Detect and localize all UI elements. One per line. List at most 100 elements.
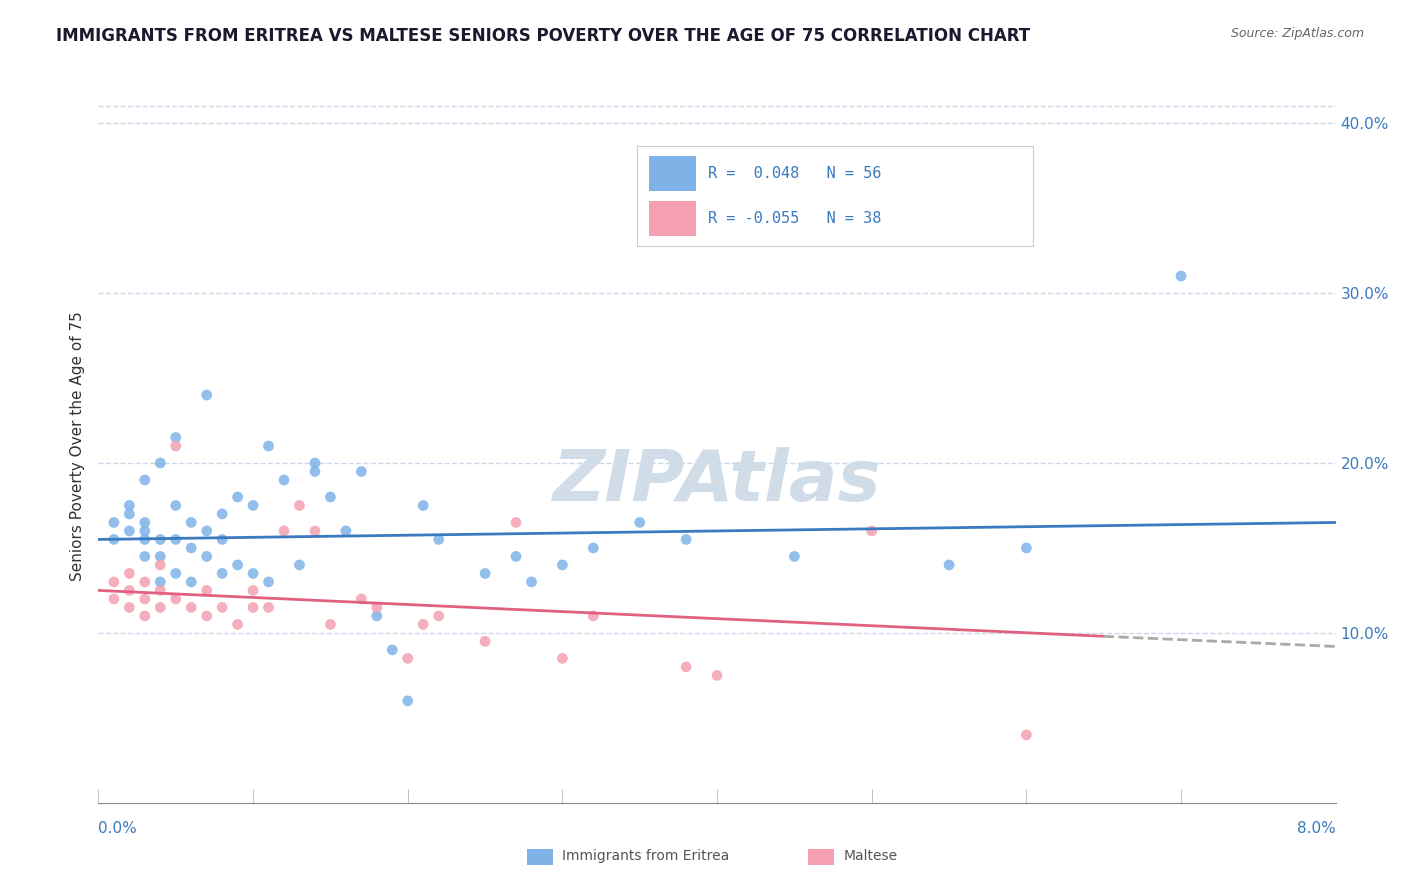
Point: [134, 549, 156, 564]
Bar: [648, 156, 696, 191]
Point: [118, 499, 141, 513]
Text: IMMIGRANTS FROM ERITREA VS MALTESE SENIORS POVERTY OVER THE AGE OF 75 CORRELATIO: IMMIGRANTS FROM ERITREA VS MALTESE SENIO…: [56, 27, 1031, 45]
Point: [103, 516, 125, 530]
Point: [257, 439, 280, 453]
Point: [211, 533, 233, 547]
Point: [257, 574, 280, 589]
Point: [304, 465, 326, 479]
Point: [675, 660, 697, 674]
Point: [505, 549, 527, 564]
Text: 0.0%: 0.0%: [98, 821, 138, 836]
Point: [180, 600, 202, 615]
Point: [288, 499, 311, 513]
Point: [366, 608, 388, 623]
Point: [118, 583, 141, 598]
Point: [860, 524, 883, 538]
Point: [783, 549, 806, 564]
Point: [195, 583, 218, 598]
Text: Source: ZipAtlas.com: Source: ZipAtlas.com: [1230, 27, 1364, 40]
Point: [165, 499, 187, 513]
Bar: [648, 202, 696, 236]
Point: [304, 524, 326, 538]
Point: [319, 617, 342, 632]
Point: [118, 600, 141, 615]
Point: [304, 456, 326, 470]
Point: [149, 549, 172, 564]
Text: Maltese: Maltese: [844, 849, 897, 863]
Point: [412, 617, 434, 632]
Point: [582, 608, 605, 623]
Point: [134, 574, 156, 589]
Point: [118, 524, 141, 538]
Point: [1170, 269, 1192, 284]
Point: [118, 507, 141, 521]
Point: [1015, 728, 1038, 742]
Point: [520, 574, 543, 589]
Point: [226, 558, 249, 572]
Point: [134, 591, 156, 606]
Point: [582, 541, 605, 555]
Point: [427, 533, 450, 547]
Point: [396, 651, 419, 665]
Point: [938, 558, 960, 572]
Point: [103, 591, 125, 606]
Point: [335, 524, 357, 538]
Point: [165, 566, 187, 581]
Point: [180, 574, 202, 589]
Point: [381, 643, 404, 657]
Point: [273, 473, 295, 487]
Text: ZIPAtlas: ZIPAtlas: [553, 447, 882, 516]
Point: [149, 533, 172, 547]
Point: [165, 591, 187, 606]
Point: [474, 634, 496, 648]
Point: [412, 499, 434, 513]
Point: [350, 591, 373, 606]
Point: [149, 574, 172, 589]
Text: 8.0%: 8.0%: [1296, 821, 1336, 836]
Point: [350, 465, 373, 479]
Point: [165, 439, 187, 453]
Point: [149, 600, 172, 615]
Text: R =  0.048   N = 56: R = 0.048 N = 56: [707, 166, 882, 181]
Point: [103, 533, 125, 547]
Point: [226, 490, 249, 504]
Point: [165, 430, 187, 444]
Point: [103, 574, 125, 589]
Point: [1015, 541, 1038, 555]
Point: [427, 608, 450, 623]
Text: R = -0.055   N = 38: R = -0.055 N = 38: [707, 211, 882, 226]
Point: [242, 566, 264, 581]
Point: [319, 490, 342, 504]
Point: [165, 533, 187, 547]
Point: [242, 600, 264, 615]
Point: [195, 388, 218, 402]
Point: [211, 600, 233, 615]
Point: [551, 558, 574, 572]
Point: [628, 516, 651, 530]
Point: [134, 516, 156, 530]
Text: Immigrants from Eritrea: Immigrants from Eritrea: [562, 849, 730, 863]
Point: [226, 617, 249, 632]
Point: [134, 533, 156, 547]
Point: [366, 600, 388, 615]
Point: [134, 524, 156, 538]
Point: [273, 524, 295, 538]
Point: [242, 499, 264, 513]
Point: [149, 456, 172, 470]
Point: [149, 558, 172, 572]
Point: [195, 524, 218, 538]
Point: [211, 566, 233, 581]
Point: [211, 507, 233, 521]
Point: [242, 583, 264, 598]
Point: [180, 541, 202, 555]
Point: [149, 583, 172, 598]
Point: [551, 651, 574, 665]
Point: [257, 600, 280, 615]
Point: [675, 533, 697, 547]
Point: [195, 549, 218, 564]
Point: [474, 566, 496, 581]
Point: [505, 516, 527, 530]
Point: [134, 473, 156, 487]
Point: [706, 668, 728, 682]
Point: [396, 694, 419, 708]
